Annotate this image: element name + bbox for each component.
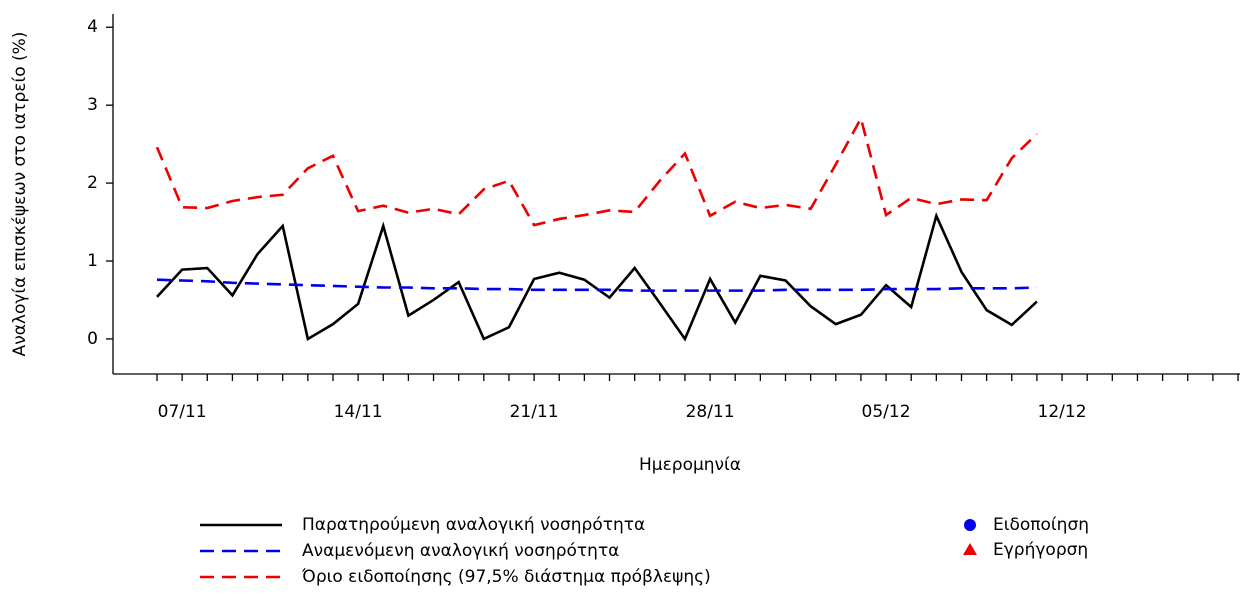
- y-tick-label: 4: [87, 17, 98, 37]
- y-tick-label: 1: [87, 251, 98, 271]
- x-tick-label: 28/11: [686, 402, 735, 422]
- x-tick-label: 12/12: [1038, 402, 1087, 422]
- y-axis-label: Αναλογία επισκέψεων στο ιατρείο (%): [10, 32, 30, 357]
- x-tick-label: 05/12: [862, 402, 911, 422]
- y-tick-label: 2: [87, 173, 98, 193]
- x-tick-label: 07/11: [158, 402, 207, 422]
- x-tick-label: 14/11: [334, 402, 383, 422]
- series-line: [156, 278, 1037, 292]
- series-line: [155, 114, 1038, 227]
- series-line: [156, 211, 1038, 342]
- x-tick-label: 21/11: [510, 402, 559, 422]
- legend-label: Ειδοποίηση: [993, 515, 1089, 535]
- legend-label: Όριο ειδοποίησης (97,5% διάστημα πρόβλεψ…: [301, 567, 711, 587]
- y-tick-label: 3: [87, 95, 98, 115]
- x-axis-label: Ημερομηνία: [639, 455, 741, 475]
- legend-marker: [963, 543, 977, 555]
- legend-label: Αναμενόμενη αναλογική νοσηρότητα: [302, 541, 619, 561]
- legend-label: Εγρήγορση: [993, 540, 1088, 560]
- legend-label: Παρατηρούμενη αναλογική νοσηρότητα: [302, 515, 645, 535]
- legend-marker: [964, 519, 976, 531]
- y-tick-label: 0: [87, 329, 98, 349]
